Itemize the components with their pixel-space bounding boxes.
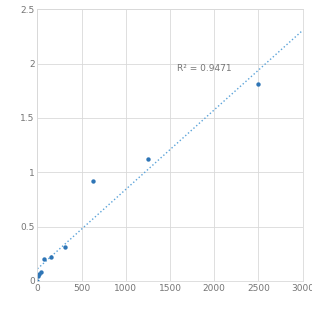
Point (37, 272, 42, 277)
Point (35, 278, 40, 283)
Point (49, 254, 54, 259)
Point (38, 270, 43, 275)
Point (63, 245, 68, 250)
Text: R² = 0.9471: R² = 0.9471 (177, 64, 232, 73)
Point (42, 256, 47, 261)
Point (90, 178, 95, 183)
Point (36, 274, 41, 279)
Point (256, 82, 261, 87)
Point (145, 157, 150, 162)
